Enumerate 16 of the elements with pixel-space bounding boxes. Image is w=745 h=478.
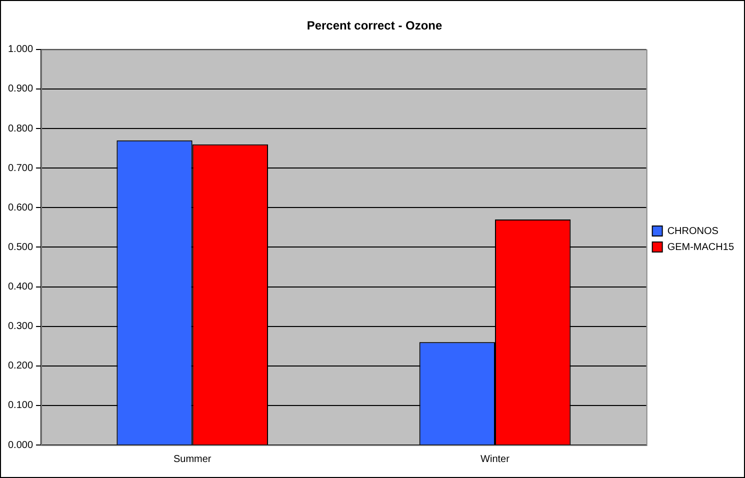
x-tick-label: Summer bbox=[173, 454, 212, 465]
legend-label: CHRONOS bbox=[667, 226, 719, 237]
y-tick-label: 1.000 bbox=[8, 44, 34, 56]
y-tick-label: 0.900 bbox=[8, 84, 34, 95]
x-tick-label: Winter bbox=[480, 454, 510, 465]
y-tick-label: 0.300 bbox=[8, 321, 34, 332]
y-tick-label: 0.000 bbox=[8, 440, 34, 451]
y-tick-label: 0.200 bbox=[8, 360, 34, 372]
y-tick-label: 0.600 bbox=[8, 202, 34, 214]
chart-title: Percent correct - Ozone bbox=[306, 18, 443, 33]
y-tick-label: 0.700 bbox=[8, 162, 34, 174]
legend-label: GEM-MACH15 bbox=[667, 242, 734, 253]
y-tick-label: 0.800 bbox=[8, 123, 34, 134]
y-tick-label: 0.500 bbox=[8, 242, 34, 253]
y-tick-label: 0.100 bbox=[8, 400, 34, 412]
y-tick-label: 0.400 bbox=[8, 282, 34, 293]
